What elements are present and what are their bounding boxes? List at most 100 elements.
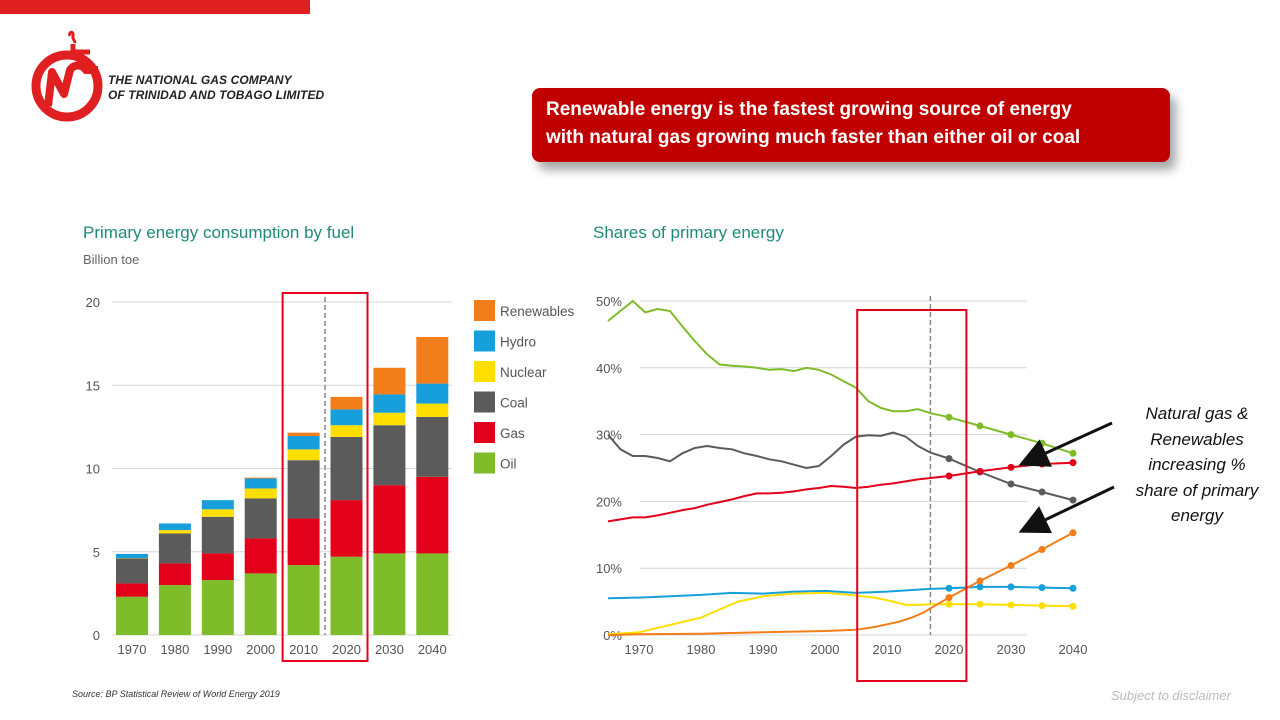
- annotation-line: Natural gas &: [1145, 404, 1249, 423]
- bar-segment-oil: [116, 596, 148, 635]
- data-point-nuclear: [1069, 602, 1077, 610]
- x-tick-label: 2020: [332, 642, 361, 657]
- data-point-renewables: [1007, 562, 1015, 570]
- line-chart-title: Shares of primary energy: [593, 223, 784, 242]
- x-tick-label: 2000: [811, 642, 840, 657]
- data-point-gas: [1038, 460, 1046, 468]
- data-point-renewables: [945, 594, 953, 602]
- company-name: THE NATIONAL GAS COMPANY OF TRINIDAD AND…: [108, 73, 324, 103]
- bar-segment-nuclear: [416, 403, 449, 417]
- annotation-line: energy: [1171, 506, 1223, 525]
- x-tick-label: 2030: [997, 642, 1026, 657]
- data-point-renewables: [976, 577, 984, 585]
- bar-segment-gas: [158, 563, 191, 586]
- bar-segment-gas: [287, 518, 320, 566]
- y-tick-label: 10%: [596, 561, 622, 576]
- data-point-hydro: [976, 583, 984, 591]
- data-point-hydro: [1069, 584, 1077, 592]
- bar-segment-nuclear: [330, 425, 363, 437]
- bar-segment-gas: [201, 553, 234, 581]
- data-point-gas: [1069, 459, 1077, 467]
- bar-segment-coal: [330, 436, 363, 501]
- bar-segment-coal: [201, 516, 234, 554]
- bar-segment-nuclear: [244, 488, 277, 499]
- disclaimer-note: Subject to disclaimer: [1111, 688, 1231, 703]
- bar-chart-title: Primary energy consumption by fuel: [83, 223, 355, 242]
- bar-segment-oil: [330, 556, 363, 635]
- bar-segment-renewables: [287, 432, 320, 437]
- bar-segment-nuclear: [201, 509, 234, 517]
- x-tick-label: 2000: [246, 642, 275, 657]
- legend-label-coal: Coal: [500, 396, 528, 411]
- bar-segment-oil: [244, 573, 277, 635]
- series-line-renewables: [607, 531, 1074, 636]
- bar-segment-hydro: [244, 478, 277, 489]
- source-note: Source: BP Statistical Review of World E…: [72, 689, 280, 699]
- data-point-oil: [1007, 431, 1015, 439]
- annotation-line: share of primary: [1135, 480, 1259, 500]
- bar-segment-coal: [158, 533, 191, 564]
- x-tick-label: 2020: [935, 642, 964, 657]
- bar-segment-renewables: [244, 477, 277, 479]
- legend-swatch-nuclear: [474, 361, 495, 382]
- bar-segment-nuclear: [373, 412, 406, 426]
- bar-segment-gas: [330, 500, 363, 557]
- annotation-line: Renewables: [1150, 429, 1244, 449]
- data-point-coal: [1007, 480, 1015, 488]
- data-point-nuclear: [945, 600, 953, 608]
- y-tick-label: 5: [93, 545, 100, 560]
- data-point-oil: [1069, 449, 1077, 457]
- bar-segment-nuclear: [287, 449, 320, 461]
- x-tick-label: 2010: [289, 642, 318, 657]
- legend-label-gas: Gas: [500, 426, 525, 441]
- data-point-gas: [976, 467, 984, 475]
- bar-segment-oil: [158, 585, 191, 635]
- data-point-oil: [945, 413, 953, 421]
- data-point-nuclear: [976, 600, 984, 608]
- data-point-coal: [1069, 496, 1077, 504]
- legend-swatch-oil: [474, 452, 495, 474]
- series-line-coal: [607, 431, 1074, 502]
- y-tick-label: 15: [86, 378, 100, 393]
- bar-segment-renewables: [373, 367, 406, 395]
- bar-segment-renewables: [330, 396, 363, 410]
- legend-swatch-coal: [474, 391, 495, 413]
- bar-segment-hydro: [287, 436, 320, 450]
- y-tick-label: 20%: [596, 494, 622, 509]
- data-point-nuclear: [1007, 601, 1015, 609]
- x-tick-label: 1980: [160, 642, 189, 657]
- series-line-nuclear: [607, 591, 1074, 636]
- bar-segment-hydro: [416, 383, 449, 404]
- y-tick-label: 50%: [596, 294, 622, 309]
- bar-segment-renewables: [416, 336, 449, 384]
- highlight-box: [856, 309, 968, 682]
- bar-chart-subtitle: Billion toe: [83, 252, 140, 267]
- data-point-hydro: [1038, 584, 1046, 592]
- data-point-renewables: [1038, 545, 1046, 553]
- x-tick-label: 1990: [749, 642, 778, 657]
- legend-swatch-renewables: [474, 300, 495, 321]
- company-name-line1: THE NATIONAL GAS COMPANY: [108, 73, 292, 87]
- x-tick-label: 2030: [375, 642, 404, 657]
- banner-line1: Renewable energy is the fastest growing …: [546, 99, 1072, 120]
- bar-segment-hydro: [330, 409, 363, 426]
- banner-line2: with natural gas growing much faster tha…: [546, 127, 1081, 148]
- bar-segment-coal: [373, 425, 406, 486]
- data-point-renewables: [1069, 529, 1077, 537]
- legend-swatch-gas: [474, 422, 495, 443]
- data-point-hydro: [1007, 583, 1015, 591]
- legend-label-renewables: Renewables: [500, 304, 575, 319]
- company-name-line2: OF TRINIDAD AND TOBAGO LIMITED: [108, 88, 325, 102]
- data-point-gas: [1007, 463, 1015, 471]
- data-point-hydro: [945, 584, 953, 592]
- bar-segment-gas: [116, 583, 148, 597]
- bar-segment-hydro: [158, 523, 191, 531]
- bar-segment-hydro: [373, 394, 406, 413]
- legend-label-hydro: Hydro: [500, 335, 536, 350]
- data-point-oil: [976, 422, 984, 430]
- x-tick-label: 1970: [118, 642, 147, 657]
- annotation-line: increasing %: [1148, 455, 1246, 474]
- series-line-hydro: [607, 585, 1074, 600]
- headline-banner: Renewable energy is the fastest growing …: [532, 88, 1170, 162]
- bar-segment-hydro: [201, 500, 234, 510]
